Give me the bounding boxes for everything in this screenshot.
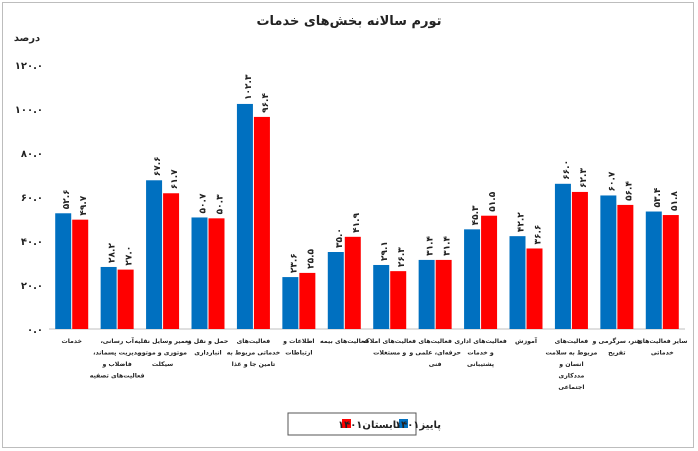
chart-canvas: تورم سالانه بخش‌های خدمات درصد ۰.۰ ۲۰.۰ ۴۰…	[14, 14, 688, 436]
data-label-summer: ۲۵.۵	[306, 248, 316, 268]
bar-summer	[253, 116, 270, 329]
bar-summer	[571, 191, 588, 329]
bar-autumn	[645, 211, 662, 329]
bar-summer	[435, 259, 452, 329]
data-label-summer: ۲۷.۰	[125, 246, 135, 266]
legend: پاییز۱۴۰۱ تابستان۱۴۰۱	[287, 412, 441, 436]
legend-label-autumn: پاییز۱۴۰۱	[395, 420, 441, 431]
data-label-summer: ۵۱.۵	[488, 191, 498, 211]
category-label: فعالیت‌های خدماتی مربوط به تامین جا و غذا	[227, 338, 280, 368]
legend-box	[287, 412, 417, 436]
data-label-autumn: ۵۰.۷	[199, 193, 209, 213]
category-label: هنر، سرگرمی و تفریح	[592, 337, 642, 357]
data-label-summer: ۵۶.۴	[624, 181, 634, 201]
bar-autumn	[146, 180, 163, 329]
data-label-autumn: ۶۶.۰	[562, 160, 572, 180]
bar-summer	[481, 215, 498, 329]
legend-label-summer: تابستان۱۴۰۱	[338, 420, 400, 431]
data-label-autumn: ۲۸.۲	[108, 243, 118, 263]
category-labels-group: خدمات آب رسانی، مدیریت پسماند، فاضلاب و فعال…	[62, 336, 688, 391]
bar-summer	[117, 269, 134, 329]
bar-summer	[163, 193, 180, 329]
data-label-summer: ۴۹.۷	[79, 195, 89, 215]
bar-autumn	[191, 217, 208, 329]
bar-autumn	[554, 183, 571, 329]
bar-summer	[299, 272, 316, 329]
category-label: خدمات	[62, 338, 82, 345]
data-label-autumn: ۵۲.۶	[62, 189, 72, 209]
data-label-summer: ۵۱.۸	[670, 191, 680, 211]
bar-autumn	[100, 266, 117, 329]
data-label-summer: ۲۶.۳	[397, 247, 407, 267]
y-tick-label: ۶۰.۰	[21, 193, 43, 204]
data-label-summer: ۳۶.۶	[534, 225, 544, 245]
y-axis-unit-label: درصد	[14, 33, 40, 44]
bar-autumn	[55, 213, 72, 329]
bar-summer	[344, 236, 361, 329]
data-label-autumn: ۱۰۲.۳	[244, 74, 254, 100]
bar-autumn	[600, 195, 617, 329]
y-tick-label: ۱۰۰.۰	[15, 105, 43, 116]
legend-swatch-summer	[342, 419, 351, 428]
category-label: تعمیر وسایل نقلیه موتوری و موتور سیکلت	[134, 338, 190, 368]
bar-autumn	[327, 252, 344, 329]
data-labels-group: ۵۲.۶ ۴۹.۷ ۲۸.۲ ۲۷.۰ ۶۷.۶ ۶۱.۷ ۵۰.۷ ۵۰.۳ ۱۰۲.۳ ۹۶.…	[62, 74, 680, 273]
category-label: آموزش	[515, 336, 538, 345]
data-label-autumn: ۲۳.۶	[289, 253, 299, 273]
bar-autumn	[464, 229, 481, 329]
bar-autumn	[418, 259, 435, 329]
category-label: اطلاعات و ارتباطات	[282, 338, 314, 357]
bar-summer	[390, 271, 407, 329]
data-label-summer: ۶۱.۷	[170, 169, 180, 189]
category-label: فعالیت‌های حرفه‌ای، علمی و فنی	[408, 338, 461, 368]
bar-summer	[208, 218, 225, 329]
bar-summer	[617, 204, 634, 329]
category-label: حمل و نقل و انبارداری	[187, 338, 229, 357]
data-label-autumn: ۴۵.۳	[471, 205, 481, 225]
bar-summer	[526, 248, 543, 329]
bar-summer	[662, 215, 679, 329]
category-label: فعالیت‌های املاک و مستغلات	[363, 337, 416, 357]
data-label-summer: ۴۱.۹	[352, 212, 362, 232]
category-label: سایر فعالیت‌های خدماتی	[637, 338, 687, 357]
y-tick-label: ۱۲۰.۰	[15, 61, 43, 72]
y-tick-label: ۰.۰	[27, 325, 43, 336]
data-label-summer: ۶۲.۳	[579, 168, 589, 188]
category-label: فعالیت‌های بیمه	[320, 338, 368, 345]
data-label-summer: ۵۰.۳	[216, 194, 226, 214]
data-label-autumn: ۳۵.۰	[335, 228, 345, 248]
chart-title: تورم سالانه بخش‌های خدمات	[256, 14, 441, 29]
bar-autumn	[236, 103, 253, 329]
data-label-autumn: ۴۲.۲	[517, 212, 527, 232]
y-axis-ticks: ۰.۰ ۲۰.۰ ۴۰.۰ ۶۰.۰ ۸۰.۰ ۱۰۰.۰ ۱۲۰.۰	[15, 61, 43, 336]
legend-swatch-autumn	[399, 419, 408, 428]
data-label-autumn: ۲۹.۱	[380, 241, 390, 261]
data-label-autumn: ۵۳.۴	[653, 187, 663, 207]
bar-summer	[72, 219, 89, 329]
category-label: فعالیت‌های مربوط به سلامت انسان و مددکاری اج…	[545, 338, 597, 391]
category-label: آب رسانی، مدیریت پسماند، فاضلاب و فعالیت‌ها…	[90, 336, 145, 380]
y-tick-label: ۴۰.۰	[21, 237, 43, 248]
y-tick-label: ۲۰.۰	[21, 281, 43, 292]
bar-autumn	[373, 264, 390, 329]
data-label-autumn: ۶۰.۷	[607, 171, 617, 191]
bars-group	[55, 103, 679, 329]
data-label-autumn: ۳۱.۴	[426, 236, 436, 256]
bar-autumn	[282, 277, 299, 329]
category-label: فعالیت‌های اداری و خدمات پشتیبانی	[454, 338, 506, 368]
data-label-autumn: ۶۷.۶	[153, 156, 163, 176]
data-label-summer: ۹۶.۴	[261, 93, 271, 113]
y-tick-label: ۸۰.۰	[21, 149, 43, 160]
data-label-summer: ۳۱.۴	[443, 236, 453, 256]
bar-autumn	[509, 236, 526, 329]
